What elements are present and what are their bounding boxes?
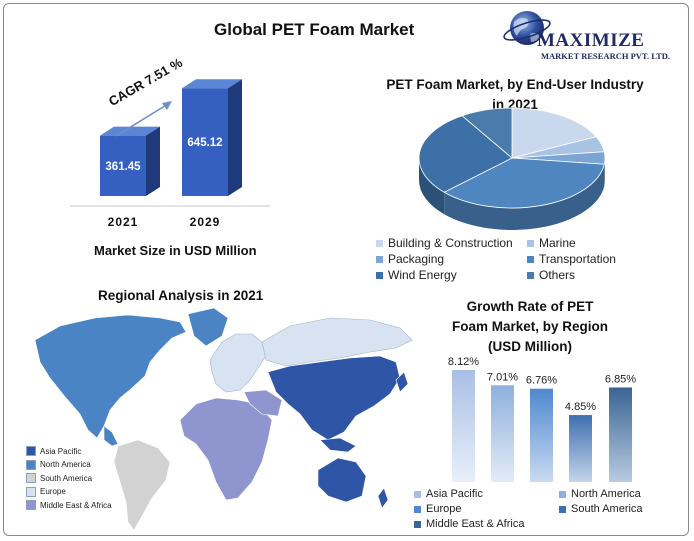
market-bar-value: 645.12 <box>187 137 222 149</box>
market-year-label: 2029 <box>190 215 221 229</box>
europe-region <box>209 333 267 393</box>
logo-name: MAXIMIZE <box>537 30 645 51</box>
map-legend-item: South America <box>26 473 92 483</box>
legend-swatch <box>414 490 421 498</box>
pie-legend-item: Others <box>527 268 575 282</box>
legend-swatch <box>559 490 566 498</box>
middle-east-africa-region <box>179 397 273 501</box>
growth-legend-item: Asia Pacific <box>414 488 483 500</box>
legend-swatch <box>527 255 534 263</box>
growth-legend-item: Europe <box>414 503 461 515</box>
logo-subtitle: MARKET RESEARCH PVT. LTD. <box>541 51 671 61</box>
pie-slice-transportation <box>443 157 605 209</box>
legend-swatch <box>376 271 383 279</box>
growth-bar-label: 6.85% <box>605 373 636 385</box>
legend-swatch <box>527 271 534 279</box>
pie-legend-item: Wind Energy <box>376 268 457 282</box>
pie-legend-item: Building & Construction <box>376 236 513 250</box>
growth-bar-north-america <box>491 385 514 482</box>
growth-bar-label: 4.85% <box>565 401 596 413</box>
infographic-frame <box>3 3 689 536</box>
market-size-title: Market Size in USD Million <box>94 243 257 258</box>
pie-legend-item: Transportation <box>527 252 616 266</box>
legend-swatch <box>559 505 566 513</box>
growth-legend-item: North America <box>559 488 641 500</box>
pie-slice-side <box>444 164 605 230</box>
market-bar-2029 <box>182 79 242 196</box>
north-america-region <box>34 314 187 439</box>
legend-swatch <box>527 239 534 247</box>
growth-legend-item: South America <box>559 503 643 515</box>
growth-bar-europe <box>530 388 553 482</box>
market-bar-value: 361.45 <box>105 161 141 173</box>
pie-legend-item: Marine <box>527 236 576 250</box>
legend-swatch <box>26 486 36 497</box>
pie-slice-wind-energy <box>418 115 513 193</box>
south-america-region <box>113 439 171 531</box>
cagr-arrow <box>115 103 169 137</box>
legend-swatch <box>376 255 383 263</box>
legend-swatch <box>26 459 36 470</box>
growth-bar-south-america <box>569 415 592 482</box>
growth-bar-label: 6.76% <box>526 375 557 387</box>
legend-swatch <box>414 520 421 528</box>
asia-pacific-region <box>267 355 401 441</box>
growth-bar-label: 8.12% <box>448 356 479 368</box>
map-legend-item: Europe <box>26 486 66 497</box>
pie-slice-building-construction <box>511 107 597 159</box>
growth-bar-middle-east-africa <box>609 387 632 482</box>
main-title: Global PET Foam Market <box>214 20 415 39</box>
map-legend-item: Asia Pacific <box>26 446 81 456</box>
legend-swatch <box>26 473 36 483</box>
legend-swatch <box>414 505 421 513</box>
growth-bar-label: 7.01% <box>487 371 518 383</box>
growth-bar-asia-pacific <box>452 369 475 482</box>
market-year-label: 2021 <box>108 215 139 229</box>
pie-slice-side <box>419 158 445 215</box>
legend-swatch <box>26 500 36 510</box>
map-legend-item: Middle East & Africa <box>26 500 112 510</box>
map-legend-item: North America <box>26 459 91 470</box>
legend-swatch <box>26 446 36 456</box>
map-title: Regional Analysis in 2021 <box>98 288 264 303</box>
growth-chart-title: Growth Rate of PET Foam Market, by Regio… <box>451 299 609 354</box>
market-bar-2021 <box>100 126 160 196</box>
pie-legend-item: Packaging <box>376 252 444 266</box>
pie-slice-others <box>461 107 513 159</box>
legend-swatch <box>376 239 383 247</box>
growth-legend-item: Middle East & Africa <box>414 518 524 530</box>
